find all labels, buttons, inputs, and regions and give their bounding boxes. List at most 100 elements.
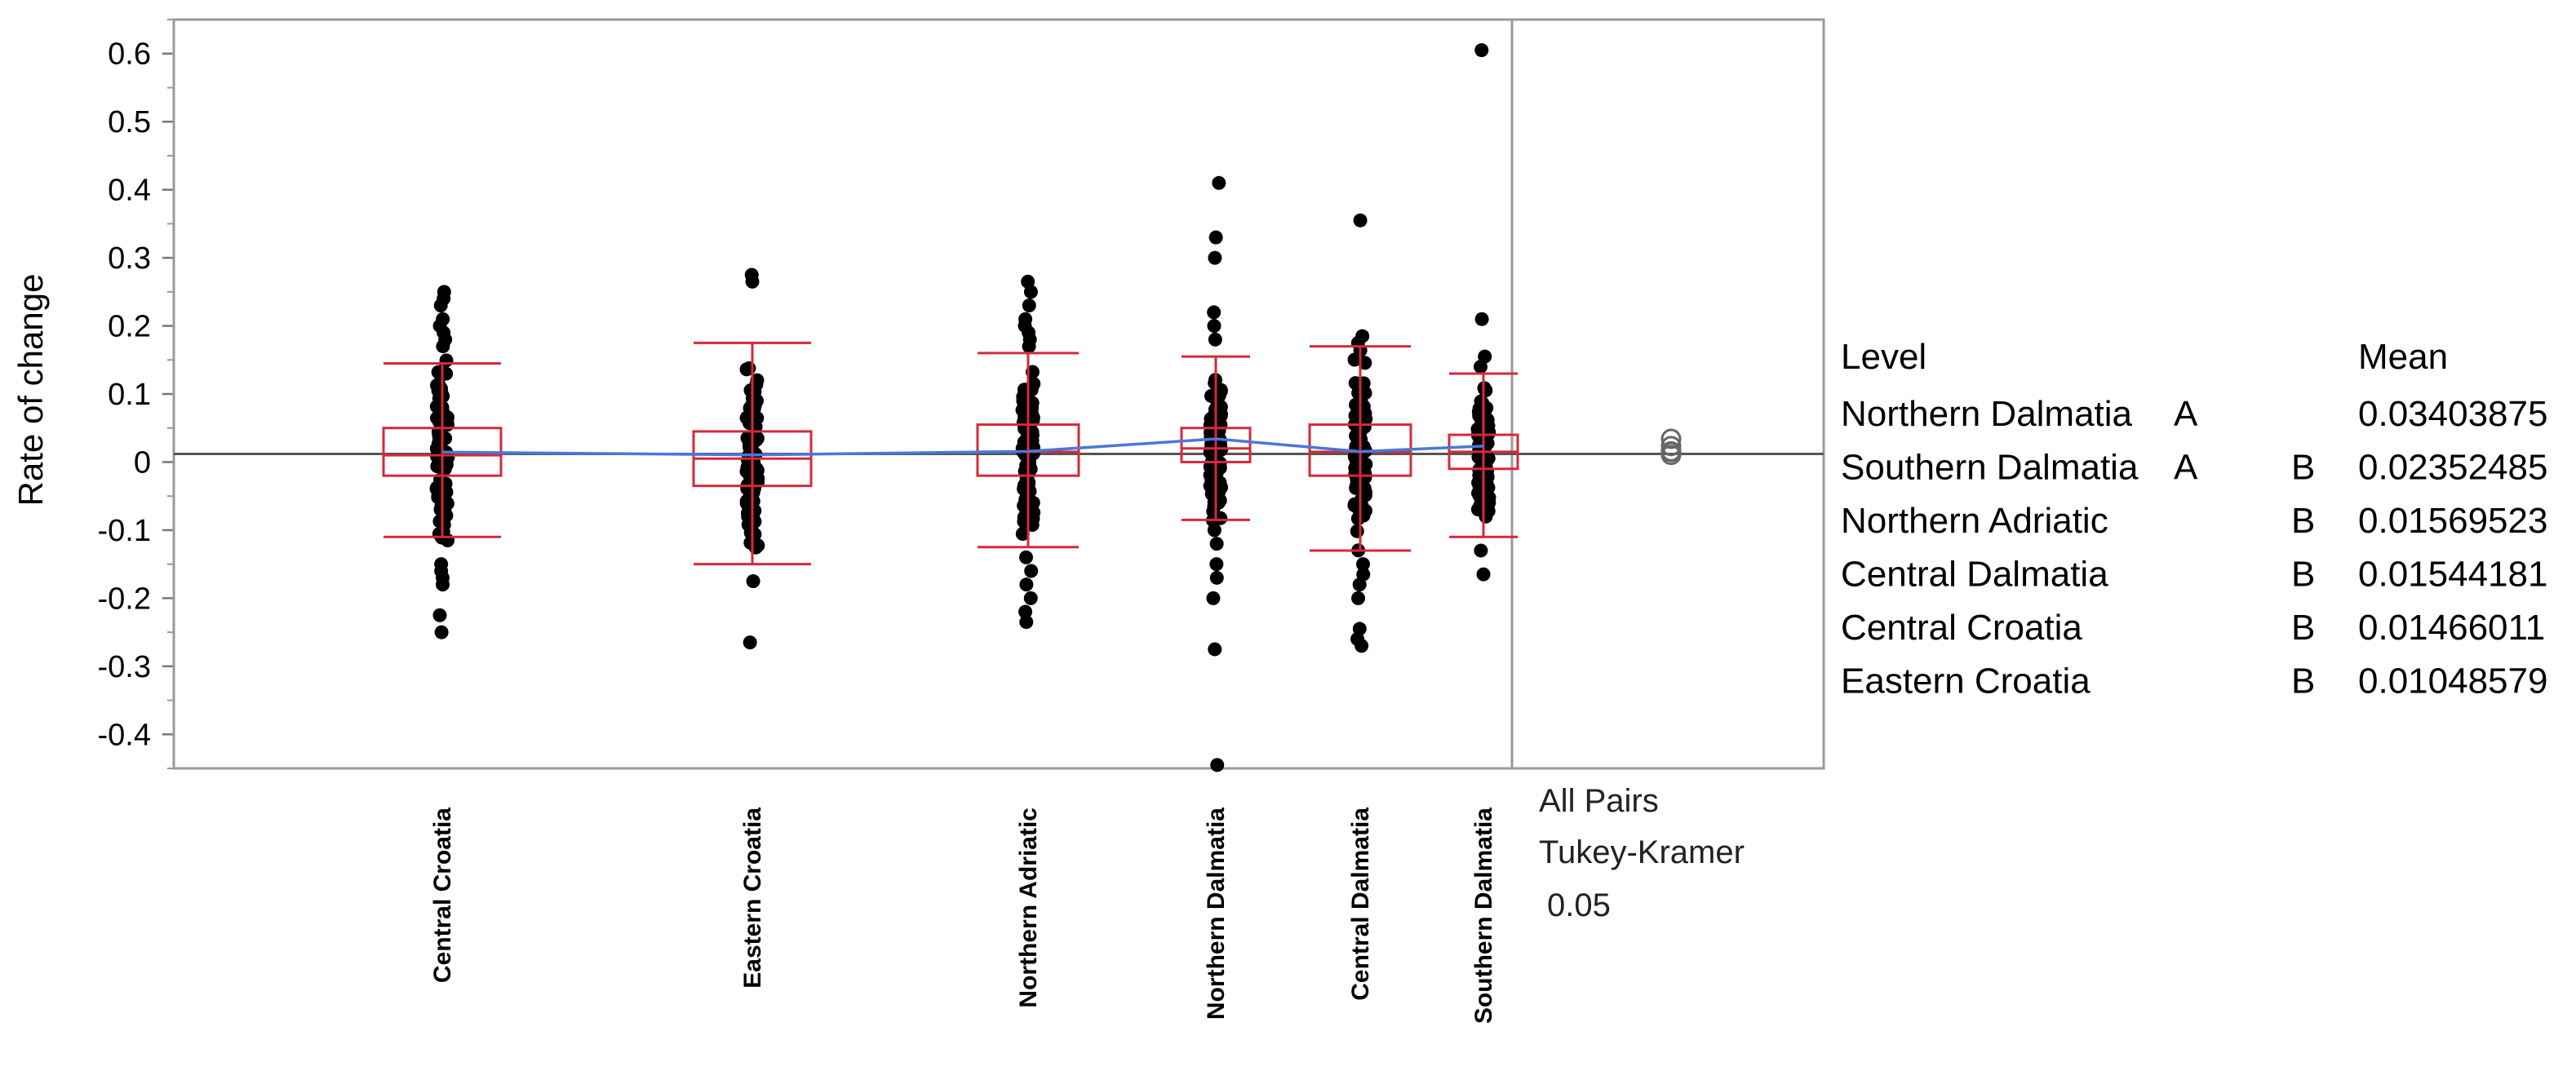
data-point	[1358, 406, 1372, 421]
alpha-label: 0.05	[1547, 887, 1611, 923]
data-point	[1023, 591, 1038, 605]
row-letter-b: B	[2291, 608, 2315, 648]
data-point	[1474, 312, 1489, 326]
group-southern-dalmatia	[1448, 43, 1519, 582]
data-point	[1210, 758, 1225, 772]
group-central-croatia	[382, 285, 503, 640]
data-point	[1479, 509, 1493, 524]
data-point	[1212, 175, 1226, 190]
comparison-circle	[1660, 441, 1682, 462]
data-point	[1348, 467, 1363, 481]
data-point	[1208, 642, 1222, 657]
data-point	[434, 625, 449, 640]
data-point	[1474, 543, 1488, 558]
data-point	[1209, 537, 1224, 551]
row-level: Central Croatia	[1841, 608, 2082, 648]
data-point	[1019, 550, 1034, 564]
data-point	[740, 431, 755, 445]
data-point	[743, 635, 757, 650]
data-point	[1351, 386, 1366, 401]
data-point	[1210, 397, 1225, 412]
data-point	[1351, 591, 1366, 605]
data-point	[1358, 356, 1372, 370]
data-point	[1024, 403, 1039, 418]
table-row: Northern Adriatic B 0.01569523	[1841, 501, 2547, 541]
row-letter-a: A	[2174, 448, 2198, 488]
x-category-label: Northern Dalmatia	[1203, 808, 1230, 1020]
data-point	[1023, 285, 1038, 299]
data-point	[1474, 43, 1489, 58]
data-point	[1206, 591, 1221, 605]
tukey-kramer-label: Tukey-Kramer	[1539, 834, 1745, 870]
row-letter-b: B	[2291, 555, 2315, 595]
row-letter-a: A	[2174, 394, 2198, 434]
row-level: Northern Dalmatia	[1841, 394, 2133, 434]
row-level: Southern Dalmatia	[1841, 448, 2139, 488]
y-tick-label: 0.1	[108, 378, 151, 412]
table-header-level: Level	[1841, 337, 1926, 377]
y-axis-title: Rate of change	[11, 274, 50, 507]
data-point	[1211, 429, 1226, 444]
table-rows: Northern Dalmatia A 0.03403875 Southern Dal…	[1841, 394, 2547, 701]
row-level: Eastern Croatia	[1841, 662, 2091, 701]
data-point	[1022, 299, 1036, 313]
data-point	[1207, 305, 1221, 320]
group-central-dalmatia	[1308, 213, 1412, 653]
comparison-circle	[1660, 428, 1682, 449]
comparison-circles-panel	[1510, 18, 1825, 770]
data-point	[743, 464, 758, 479]
y-tick-label: -0.3	[98, 650, 151, 684]
table-row: Southern Dalmatia A B 0.02352485	[1841, 448, 2547, 488]
data-point	[1358, 485, 1372, 499]
data-point	[437, 511, 451, 525]
row-mean: 0.02352485	[2358, 448, 2547, 488]
data-point	[433, 299, 448, 313]
data-point	[751, 538, 765, 553]
y-tick-label: 0	[134, 445, 151, 480]
comparison-circle	[1660, 436, 1682, 457]
data-point	[436, 578, 450, 592]
data-point	[746, 574, 760, 588]
data-point	[1207, 523, 1221, 538]
data-point	[745, 274, 760, 289]
row-level: Central Dalmatia	[1841, 555, 2108, 595]
row-mean: 0.01048579	[2358, 662, 2547, 701]
data-point	[1024, 564, 1039, 578]
y-tick-label: 0.5	[108, 105, 151, 139]
row-level: Northern Adriatic	[1841, 501, 2108, 541]
y-tick-label: 0.6	[108, 38, 151, 72]
data-point	[432, 608, 447, 622]
data-point	[742, 361, 756, 376]
data-point	[1350, 524, 1364, 538]
data-point	[1476, 567, 1491, 582]
data-point	[1350, 335, 1365, 350]
x-category-label: Southern Dalmatia	[1470, 808, 1497, 1024]
connecting-letters-table: Level Mean Northern Dalmatia A 0.03403875 S…	[1841, 337, 2547, 701]
data-point	[1018, 604, 1033, 619]
data-point	[1022, 339, 1036, 354]
row-mean: 0.03403875	[2358, 394, 2547, 434]
y-tick-label: 0.4	[108, 174, 151, 208]
table-row: Central Croatia B 0.01466011	[1841, 608, 2545, 648]
data-point	[1206, 413, 1221, 427]
data-point	[1474, 453, 1488, 467]
data-point	[1208, 250, 1222, 265]
row-mean: 0.01466011	[2358, 608, 2545, 648]
data-point	[1355, 557, 1370, 572]
y-axis: 0.6 0.5 0.4 0.3 0.2 0.1 0 -0.1 -0.2 -0.3 -0.4	[98, 19, 174, 769]
x-axis-category-labels: Central Croatia Eastern Croatia Northern A…	[429, 808, 1497, 1024]
data-point	[1209, 557, 1224, 572]
comparison-circles	[1660, 428, 1682, 466]
quantile-box	[1180, 427, 1252, 463]
data-point	[1018, 391, 1032, 405]
y-tick-label: -0.1	[98, 514, 151, 548]
x-category-label: Eastern Croatia	[739, 808, 766, 989]
data-point	[441, 410, 455, 425]
y-tick-label: -0.2	[98, 582, 151, 616]
y-tick-label: -0.4	[98, 718, 151, 752]
row-mean: 0.01569523	[2358, 501, 2547, 541]
group-northern-dalmatia	[1180, 175, 1252, 772]
data-point	[1207, 319, 1221, 334]
data-point	[1019, 578, 1034, 592]
